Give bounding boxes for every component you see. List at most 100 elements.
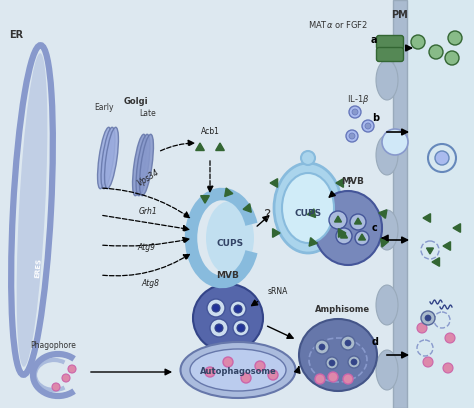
Circle shape xyxy=(237,324,245,332)
Text: Golgi: Golgi xyxy=(124,98,148,106)
Circle shape xyxy=(382,129,408,155)
Polygon shape xyxy=(443,242,450,251)
Text: MAT$\alpha$ or FGF2: MAT$\alpha$ or FGF2 xyxy=(308,20,368,31)
Text: b: b xyxy=(372,113,379,123)
Circle shape xyxy=(207,299,225,317)
Circle shape xyxy=(425,315,431,321)
Circle shape xyxy=(326,357,338,369)
Text: Phagophore: Phagophore xyxy=(30,341,76,350)
Circle shape xyxy=(362,120,374,132)
Circle shape xyxy=(233,320,249,336)
Text: Amphisome: Amphisome xyxy=(315,306,371,315)
Ellipse shape xyxy=(17,53,47,367)
Polygon shape xyxy=(196,143,204,151)
Circle shape xyxy=(62,374,70,382)
Polygon shape xyxy=(340,232,347,238)
Circle shape xyxy=(343,374,353,384)
Circle shape xyxy=(315,340,329,354)
Circle shape xyxy=(255,361,265,371)
Ellipse shape xyxy=(299,319,377,391)
Circle shape xyxy=(417,323,427,333)
Circle shape xyxy=(315,374,325,384)
Text: Atg9: Atg9 xyxy=(137,244,155,253)
Circle shape xyxy=(423,357,433,367)
Text: sRNA: sRNA xyxy=(268,288,288,297)
Ellipse shape xyxy=(376,285,398,325)
Polygon shape xyxy=(379,210,387,218)
Ellipse shape xyxy=(105,127,118,189)
Text: ERES: ERES xyxy=(34,258,42,278)
Polygon shape xyxy=(381,239,389,247)
Circle shape xyxy=(355,231,369,245)
Circle shape xyxy=(365,123,371,129)
Text: Late: Late xyxy=(140,109,156,118)
Text: MVB: MVB xyxy=(217,271,239,279)
Circle shape xyxy=(350,214,366,230)
Ellipse shape xyxy=(206,201,254,275)
Ellipse shape xyxy=(98,127,111,189)
Polygon shape xyxy=(427,248,433,254)
Ellipse shape xyxy=(314,191,382,265)
Ellipse shape xyxy=(139,134,154,196)
FancyBboxPatch shape xyxy=(376,47,403,62)
Text: ER: ER xyxy=(9,30,23,40)
Bar xyxy=(393,0,407,408)
Text: Grh1: Grh1 xyxy=(138,208,157,217)
Circle shape xyxy=(345,340,351,346)
Circle shape xyxy=(329,360,335,366)
Text: Early: Early xyxy=(94,104,114,113)
Polygon shape xyxy=(335,216,341,222)
Text: Vps34: Vps34 xyxy=(136,168,161,188)
Text: d: d xyxy=(372,337,379,347)
Polygon shape xyxy=(423,214,430,222)
Ellipse shape xyxy=(136,134,150,196)
Circle shape xyxy=(349,106,361,118)
Ellipse shape xyxy=(181,342,295,398)
Circle shape xyxy=(421,311,435,325)
Circle shape xyxy=(329,211,347,229)
Polygon shape xyxy=(273,228,280,237)
Text: CUPS: CUPS xyxy=(294,208,321,217)
Circle shape xyxy=(341,336,355,350)
Polygon shape xyxy=(216,143,224,151)
Ellipse shape xyxy=(190,349,286,391)
Text: IL-1$\beta$: IL-1$\beta$ xyxy=(346,93,369,106)
Polygon shape xyxy=(309,238,317,246)
Text: MVB: MVB xyxy=(342,177,365,186)
Text: ?: ? xyxy=(346,176,354,190)
Circle shape xyxy=(445,333,455,343)
Circle shape xyxy=(346,130,358,142)
Circle shape xyxy=(215,324,223,332)
Text: ?: ? xyxy=(264,208,272,222)
Circle shape xyxy=(351,359,357,365)
Ellipse shape xyxy=(274,163,342,253)
Circle shape xyxy=(205,367,215,377)
Ellipse shape xyxy=(133,134,146,196)
Polygon shape xyxy=(243,204,251,212)
Ellipse shape xyxy=(376,60,398,100)
Circle shape xyxy=(241,373,251,383)
Text: Acb1: Acb1 xyxy=(201,127,219,137)
Circle shape xyxy=(352,109,358,115)
Circle shape xyxy=(68,365,76,373)
Circle shape xyxy=(445,51,459,65)
Polygon shape xyxy=(201,196,210,203)
Text: CUPS: CUPS xyxy=(217,239,244,248)
Polygon shape xyxy=(453,224,461,232)
Polygon shape xyxy=(338,228,346,237)
Circle shape xyxy=(435,151,449,165)
Circle shape xyxy=(348,356,360,368)
Ellipse shape xyxy=(376,210,398,250)
Polygon shape xyxy=(270,179,278,187)
Circle shape xyxy=(319,344,325,350)
Circle shape xyxy=(234,305,242,313)
Circle shape xyxy=(443,363,453,373)
Circle shape xyxy=(223,357,233,367)
Circle shape xyxy=(411,35,425,49)
Polygon shape xyxy=(307,209,316,217)
Bar xyxy=(400,0,474,408)
FancyBboxPatch shape xyxy=(376,35,403,49)
Circle shape xyxy=(301,151,315,165)
Ellipse shape xyxy=(376,135,398,175)
Circle shape xyxy=(210,319,228,337)
